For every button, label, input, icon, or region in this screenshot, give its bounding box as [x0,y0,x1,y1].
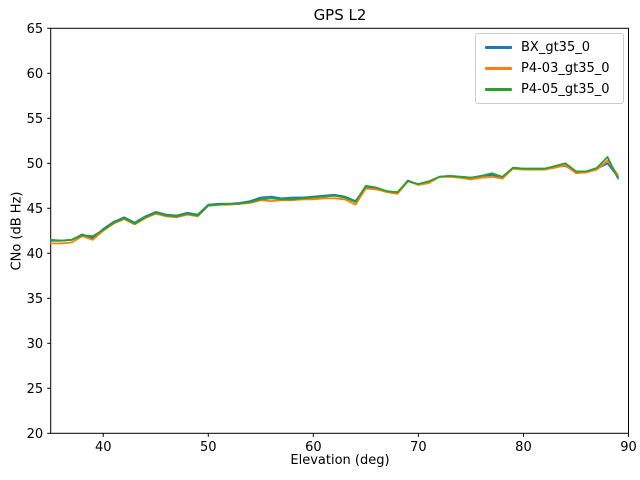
x-tick-label: 50 [200,440,217,455]
y-tick-label: 55 [27,112,44,127]
legend-item: BX_gt35_0 [485,39,617,57]
x-tick-label: 70 [410,440,427,455]
legend-line-swatch [485,67,512,70]
x-tick-label: 40 [95,440,112,455]
series-line-P4-03_gt35_0 [49,159,619,245]
x-tick-label: 60 [305,440,322,455]
legend-label: BX_gt35_0 [521,40,590,56]
y-tick-label: 40 [27,247,44,262]
series-line-P4-05_gt35_0 [49,156,619,242]
legend-label: P4-05_gt35_0 [521,81,610,97]
legend-label: P4-03_gt35_0 [521,61,610,76]
legend-item: P4-05_gt35_0 [485,80,617,98]
x-tick-label: 90 [620,440,637,455]
legend-line-swatch [485,46,512,50]
y-tick-label: 25 [27,382,44,397]
series-line-BX_gt35_0 [49,162,619,242]
y-tick-label: 50 [27,157,44,172]
y-tick-label: 45 [27,202,44,217]
plot-area-border [50,27,629,434]
x-tick-label: 80 [515,440,532,455]
legend: BX_gt35_0 P4-03_gt35_0 P4-05_gt35_0 [475,33,624,104]
legend-item: P4-03_gt35_0 [485,60,617,78]
y-axis-label: CNo (dB Hz) [9,191,25,271]
y-tick-label: 20 [27,427,44,442]
y-tick-label: 35 [27,292,44,307]
plot-title: GPS L2 [313,6,367,24]
y-tick-label: 60 [27,67,44,82]
legend-line-swatch [485,87,512,91]
y-tick-label: 30 [27,337,44,352]
x-axis-label: Elevation (deg) [290,453,390,468]
y-tick-label: 65 [27,22,44,37]
